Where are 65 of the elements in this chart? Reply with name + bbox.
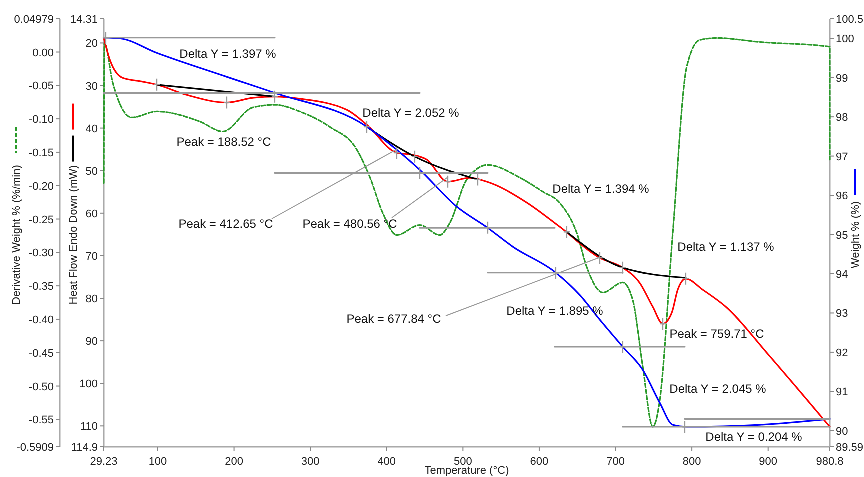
- y3-tick-label: 114.9: [71, 442, 98, 454]
- x-tick-label: 980.8: [816, 456, 844, 468]
- y-axis-title: Derivative Weight % (%/min): [11, 165, 23, 305]
- y3-tick-label: 50: [86, 166, 98, 178]
- y-tick-label: -0.35: [28, 281, 54, 294]
- y3-tick-label: 20: [86, 38, 98, 50]
- x-axis-title: Temperature (°C): [424, 465, 510, 477]
- y3-tick-label: 100: [80, 378, 98, 391]
- y2-tick-label: 91: [836, 386, 848, 399]
- annotation: Peak = 759.71 °C: [670, 327, 765, 341]
- annotation: Delta Y = 0.204 %: [706, 430, 803, 444]
- x-tick-label: 900: [759, 456, 778, 468]
- y-tick-label: -0.05: [28, 80, 54, 93]
- x-tick-label: 600: [530, 456, 549, 468]
- annotation: Peak = 412.65 °C: [178, 217, 274, 231]
- annotation: Delta Y = 1.397 %: [180, 47, 277, 61]
- y2-tick-label: 100.5: [836, 14, 864, 26]
- y-tick-label: -0.20: [28, 180, 54, 193]
- y-tick-label: 0.00: [32, 47, 54, 60]
- y2-axis-title: Weight % (%): [850, 201, 862, 269]
- y2-tick-label: 92: [836, 347, 848, 360]
- y3-axis-title: Heat Flow Endo Down (mW): [68, 165, 80, 305]
- annotation: Delta Y = 2.052 %: [362, 106, 460, 120]
- x-tick-label: 500: [454, 456, 472, 468]
- y2-tick-label: 93: [836, 308, 848, 320]
- annotation: Peak = 188.52 °C: [176, 135, 272, 149]
- y-tick-label: -0.30: [28, 248, 54, 260]
- y2-tick-label: 97: [836, 151, 848, 164]
- y3-tick-label: 14.31: [70, 14, 98, 26]
- y2-tick-label: 100: [836, 34, 854, 46]
- x-tick-label: 300: [301, 456, 320, 468]
- y3-tick-label: 80: [86, 294, 98, 306]
- x-tick-label: 200: [225, 456, 244, 468]
- x-tick-label: 100: [148, 456, 168, 468]
- y-tick-label: -0.5909: [16, 442, 54, 454]
- y-tick-label: -0.15: [28, 147, 54, 160]
- annotation: Delta Y = 1.137 %: [678, 240, 775, 254]
- y3-tick-label: 90: [86, 336, 98, 348]
- y3-tick-label: 70: [86, 250, 98, 263]
- x-tick-label: 700: [606, 456, 625, 468]
- y-tick-label: 0.04979: [14, 14, 54, 26]
- annotation: Peak = 677.84 °C: [346, 312, 442, 326]
- y-tick-label: -0.25: [28, 214, 54, 226]
- y2-tick-label: 99: [836, 72, 848, 85]
- y2-tick-label: 96: [836, 190, 848, 203]
- y3-tick-label: 30: [86, 80, 98, 93]
- y-tick-label: -0.55: [28, 414, 54, 427]
- y2-tick-label: 95: [836, 230, 848, 242]
- y2-tick-label: 90: [836, 426, 848, 438]
- y2-tick-label: 94: [836, 268, 848, 281]
- x-tick-label: 29.23: [90, 456, 118, 468]
- y2-tick-label: 98: [836, 112, 848, 124]
- y3-tick-label: 110: [80, 421, 98, 434]
- y3-tick-label: 40: [86, 123, 98, 136]
- y-tick-label: -0.45: [28, 348, 54, 360]
- annotation: Delta Y = 1.394 %: [552, 182, 650, 196]
- y2-tick-label: 89.59: [836, 442, 864, 454]
- x-tick-label: 400: [378, 456, 396, 468]
- x-tick-label: 800: [682, 456, 702, 468]
- annotation: Delta Y = 2.045 %: [670, 382, 767, 396]
- y3-tick-label: 60: [86, 208, 98, 220]
- y-tick-label: -0.10: [28, 114, 54, 126]
- y-tick-label: -0.40: [28, 314, 54, 326]
- annotation: Delta Y = 1.895 %: [506, 304, 604, 318]
- y-tick-label: -0.50: [28, 381, 54, 394]
